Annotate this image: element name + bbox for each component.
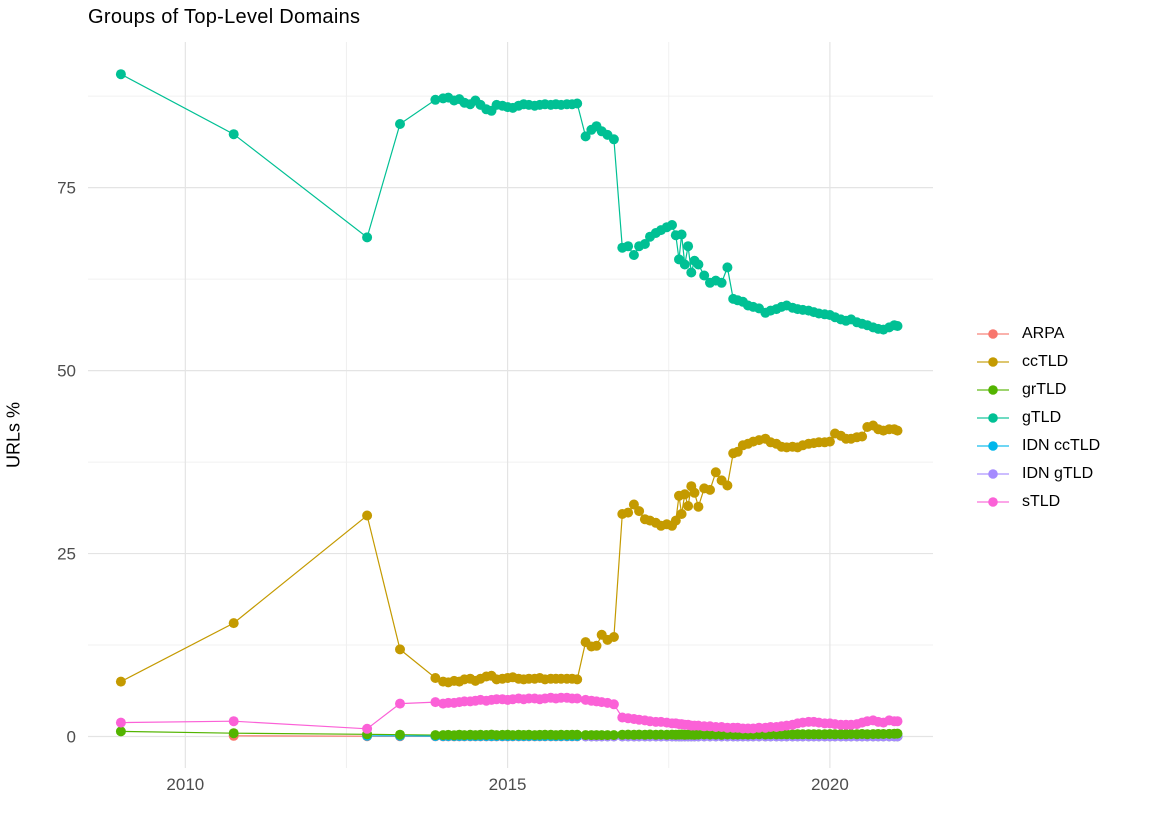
data-point-stld (395, 698, 405, 709)
legend-item-idn-gtld: IDN gTLD (976, 460, 1100, 488)
data-point-grtld (572, 729, 583, 740)
legend-key-icon (977, 357, 1009, 367)
data-point-stld (572, 693, 583, 704)
data-point-cctld (857, 431, 868, 442)
data-point-gtld (722, 262, 733, 273)
data-point-gtld (115, 69, 126, 80)
data-point-cctld (676, 509, 687, 519)
data-point-cctld (679, 489, 690, 500)
data-point-grtld (395, 729, 405, 740)
data-point-gtld (395, 119, 405, 129)
legend-label: sTLD (1022, 493, 1061, 510)
data-point-gtld (679, 259, 690, 270)
data-point-grtld (608, 730, 619, 741)
x-tick-label: 2010 (166, 775, 204, 794)
data-point-grtld (892, 728, 903, 739)
data-point-gtld (572, 98, 583, 109)
data-point-gtld (628, 250, 639, 260)
legend-item-cctld: ccTLD (976, 348, 1100, 376)
data-point-gtld (693, 259, 704, 270)
data-point-gtld (362, 232, 373, 243)
data-point-gtld (608, 134, 619, 145)
legend-key-icon (977, 413, 1009, 423)
legend-key-icon (977, 469, 1009, 479)
data-point-stld (892, 716, 903, 727)
legend-label: ccTLD (1022, 353, 1069, 370)
data-point-cctld (430, 673, 441, 683)
data-point-gtld (430, 94, 441, 105)
data-point-gtld (623, 241, 634, 252)
legend-item-grtld: grTLD (976, 376, 1100, 404)
data-point-cctld (591, 640, 602, 651)
data-point-cctld (362, 510, 373, 521)
data-point-cctld (722, 480, 733, 491)
data-point-cctld (710, 467, 721, 478)
x-tick-label: 2020 (811, 775, 849, 794)
data-point-gtld (699, 270, 710, 281)
legend-item-gtld: gTLD (976, 404, 1100, 432)
y-tick-label: 50 (57, 362, 76, 381)
legend-label: grTLD (1022, 381, 1067, 398)
legend-label: IDN ccTLD (1022, 437, 1101, 454)
data-point-cctld (892, 425, 903, 436)
legend-item-arpa: ARPA (976, 320, 1100, 348)
data-point-stld (362, 723, 373, 734)
data-point-gtld (683, 241, 694, 252)
data-point-cctld (228, 618, 239, 629)
data-point-gtld (667, 220, 677, 230)
x-tick-label: 2015 (489, 775, 527, 794)
legend-label: gTLD (1022, 409, 1062, 426)
y-tick-label: 25 (57, 545, 76, 564)
legend-item-idn-cctld: IDN ccTLD (976, 432, 1100, 460)
data-point-cctld (608, 632, 619, 642)
data-point-grtld (115, 726, 126, 737)
legend: ARPA ccTLD grTLD gTLD IDN ccTLD IDN gTLD sTLD (976, 320, 1100, 516)
legend-label: IDN gTLD (1022, 465, 1094, 482)
data-point-cctld (689, 487, 700, 498)
data-point-gtld (639, 239, 650, 249)
y-tick-label: 0 (67, 728, 76, 747)
data-point-gtld (686, 267, 697, 278)
data-point-grtld (228, 728, 239, 739)
data-point-gtld (580, 131, 591, 142)
series-line-gtld (120, 73, 898, 331)
data-point-cctld (705, 484, 715, 495)
data-point-gtld (676, 229, 687, 240)
data-point-cctld (693, 501, 704, 512)
legend-key-icon (977, 329, 1009, 339)
data-point-cctld (395, 644, 405, 655)
data-point-cctld (572, 674, 583, 685)
legend-label: ARPA (1022, 325, 1065, 342)
data-point-cctld (683, 501, 694, 511)
y-tick-label: 75 (57, 179, 76, 198)
data-point-stld (430, 697, 441, 708)
data-point-stld (228, 716, 239, 727)
legend-key-icon (977, 385, 1009, 395)
data-point-cctld (623, 507, 634, 518)
chart-title: Groups of Top-Level Domains (88, 6, 361, 28)
data-point-cctld (634, 506, 645, 517)
data-point-cctld (824, 436, 835, 447)
data-point-cctld (115, 676, 126, 687)
legend-key-icon (977, 441, 1009, 451)
data-point-stld (115, 717, 126, 728)
data-point-grtld (430, 730, 441, 741)
data-point-gtld (716, 277, 727, 288)
data-point-stld (608, 699, 619, 710)
data-point-gtld (228, 129, 239, 140)
legend-key-icon (977, 497, 1009, 507)
data-point-cctld (670, 515, 681, 526)
legend-item-stld: sTLD (976, 488, 1100, 516)
data-point-gtld (892, 321, 903, 331)
